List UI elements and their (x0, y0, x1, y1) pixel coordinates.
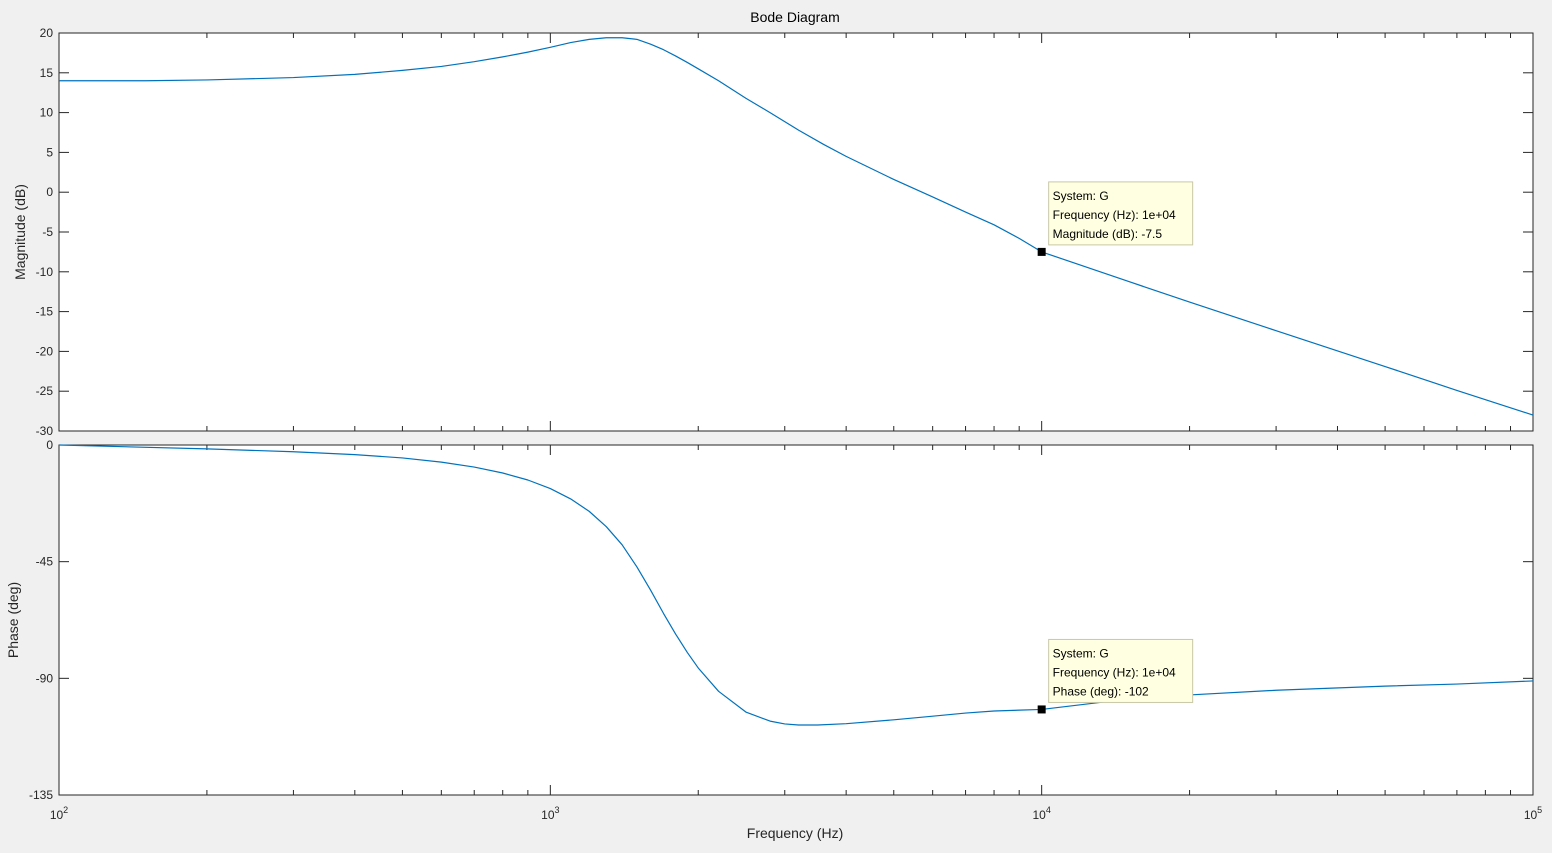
x-axis-label: Frequency (Hz) (747, 825, 843, 841)
series-line[interactable] (59, 37, 1534, 416)
datatip-text: System: G (1053, 189, 1109, 203)
y-tick-label: 0 (46, 438, 53, 452)
datatip-marker[interactable] (1037, 247, 1046, 256)
datatip-marker[interactable] (1037, 705, 1046, 714)
datatip-box[interactable] (1048, 638, 1194, 703)
y-tick-label: -30 (36, 424, 54, 438)
y-tick-label: -135 (29, 788, 53, 802)
datatip-text: Frequency (Hz): 1e+04 (1053, 665, 1176, 679)
magnitude-axes[interactable]: 20 15 10 5 0 -5 -10 -15 -20 -25 -30 Magnitude (dB)… (12, 26, 1534, 438)
y-tick-label: 10 (40, 106, 54, 120)
y-tick-label: -25 (36, 384, 54, 398)
y-tick-label: 15 (40, 66, 54, 80)
y-tick-label: -15 (36, 305, 54, 319)
phase-datatip[interactable]: System: G Frequency (Hz): 1e+04 Phase (deg… (1037, 638, 1194, 714)
magnitude-y-tick-labels: 20 15 10 5 0 -5 -10 -15 -20 -25 -30 (36, 26, 54, 438)
phase-ticks (58, 444, 1534, 796)
y-tick-label: -90 (36, 671, 54, 685)
phase-y-axis-label: Phase (deg) (5, 582, 21, 658)
x-tick-label: 104 (1032, 805, 1050, 822)
datatip-text: System: G (1053, 646, 1109, 660)
y-tick-label: 0 (46, 185, 53, 199)
y-tick-label: -20 (36, 344, 54, 358)
magnitude-y-axis-label: Magnitude (dB) (12, 184, 28, 280)
magnitude-ticks (58, 32, 1534, 432)
x-tick-labels: 102 103 104 105 (50, 805, 1542, 822)
datatip-box[interactable] (1048, 181, 1194, 246)
phase-axes[interactable]: 0 -45 -90 -135 Phase (deg) System: G Frequen… (5, 438, 1534, 802)
y-tick-label: -45 (36, 555, 54, 569)
magnitude-series[interactable] (59, 37, 1534, 416)
x-tick-label: 105 (1524, 805, 1542, 822)
y-tick-label: 20 (40, 26, 54, 40)
x-tick-label: 103 (541, 805, 559, 822)
datatip-text: Magnitude (dB): -7.5 (1053, 227, 1163, 241)
phase-plot-area[interactable] (58, 444, 1534, 796)
chart-title: Bode Diagram (750, 9, 840, 25)
magnitude-datatip[interactable]: System: G Frequency (Hz): 1e+04 Magnitude … (1037, 181, 1194, 256)
datatip-text: Frequency (Hz): 1e+04 (1053, 208, 1176, 222)
phase-y-tick-labels: 0 -45 -90 -135 (29, 438, 53, 802)
y-tick-label: 5 (46, 145, 53, 159)
series-line[interactable] (58, 444, 1534, 726)
phase-series[interactable] (58, 444, 1534, 726)
datatip-text: Phase (deg): -102 (1053, 684, 1149, 698)
y-tick-label: -10 (36, 265, 54, 279)
x-tick-label: 102 (50, 805, 68, 822)
magnitude-plot-area[interactable] (58, 32, 1534, 432)
y-tick-label: -5 (42, 225, 53, 239)
